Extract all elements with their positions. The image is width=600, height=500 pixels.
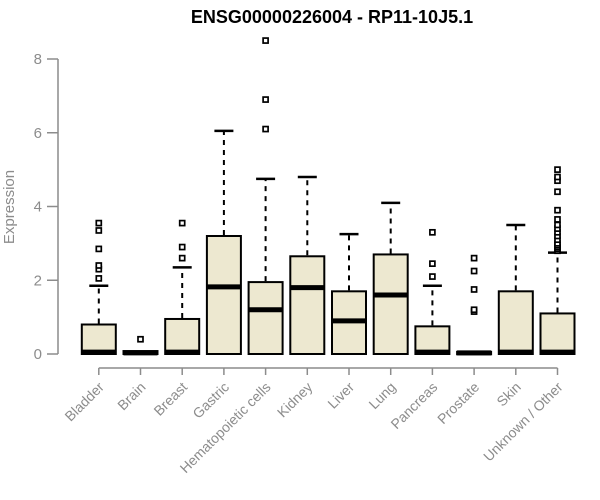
x-tick-label-kidney: Kidney bbox=[274, 379, 316, 421]
boxplot-kidney bbox=[289, 175, 326, 355]
boxplot-liver bbox=[331, 232, 367, 355]
outlier-point bbox=[554, 221, 561, 229]
x-tick-label-breast: Breast bbox=[150, 379, 190, 419]
boxplot-lung bbox=[372, 201, 409, 355]
x-tick-label-brain: Brain bbox=[114, 379, 148, 413]
outlier-point bbox=[178, 254, 186, 262]
outlier-point bbox=[95, 262, 103, 269]
outlier-point bbox=[262, 37, 269, 44]
boxplot-breast bbox=[164, 219, 201, 355]
outlier-point bbox=[554, 206, 561, 214]
boxplot-gastric bbox=[205, 129, 242, 355]
outlier-point bbox=[470, 286, 478, 293]
boxplot-skin bbox=[497, 223, 534, 355]
outlier-point bbox=[95, 245, 103, 253]
boxplot-brain bbox=[122, 335, 159, 356]
y-tick-label: 8 bbox=[34, 51, 42, 68]
outlier-point bbox=[262, 125, 269, 133]
boxplot-hematopoietic-cells bbox=[247, 37, 284, 355]
x-tick-label-prostate: Prostate bbox=[434, 379, 482, 427]
boxplot-unknown-other bbox=[539, 166, 576, 355]
outlier-point bbox=[137, 335, 144, 343]
y-tick-label: 0 bbox=[34, 346, 42, 363]
boxplot-pancreas bbox=[414, 228, 451, 355]
boxplot-prostate bbox=[456, 254, 493, 356]
box-series bbox=[80, 37, 576, 356]
outlier-point bbox=[470, 267, 478, 275]
outlier-point bbox=[470, 306, 478, 314]
x-tick-label-bladder: Bladder bbox=[61, 379, 107, 425]
outlier-point bbox=[262, 96, 269, 103]
outlier-point bbox=[554, 173, 561, 181]
iqr-box bbox=[164, 317, 201, 355]
chart-title: ENSG00000226004 - RP11-10J5.1 bbox=[191, 7, 473, 27]
outlier-point bbox=[554, 216, 561, 223]
y-tick-label: 4 bbox=[34, 199, 42, 216]
iqr-box bbox=[80, 323, 117, 355]
outlier-point bbox=[554, 166, 561, 173]
y-tick-label: 6 bbox=[34, 125, 42, 142]
y-tick-label: 2 bbox=[34, 272, 42, 289]
outlier-point bbox=[95, 275, 103, 282]
outlier-point bbox=[470, 254, 478, 262]
iqr-box bbox=[289, 255, 326, 355]
outlier-point bbox=[429, 228, 436, 236]
boxplot-bladder bbox=[80, 219, 117, 355]
iqr-box bbox=[247, 281, 284, 355]
outlier-point bbox=[429, 273, 436, 280]
x-tick-label-liver: Liver bbox=[324, 379, 357, 412]
iqr-box bbox=[539, 312, 576, 355]
x-tick-label-skin: Skin bbox=[493, 379, 524, 410]
outlier-point bbox=[95, 227, 103, 234]
outlier-point bbox=[95, 219, 103, 227]
iqr-box bbox=[414, 325, 451, 355]
iqr-box bbox=[497, 290, 534, 355]
outlier-point bbox=[554, 188, 561, 196]
iqr-box bbox=[372, 253, 409, 355]
x-tick-label-lung: Lung bbox=[365, 379, 398, 412]
y-axis-label: Expression bbox=[1, 170, 18, 244]
outlier-point bbox=[178, 243, 186, 251]
x-tick-label-unknown-other: Unknown / Other bbox=[480, 379, 566, 465]
outlier-point bbox=[429, 260, 436, 268]
iqr-box bbox=[205, 235, 242, 355]
outlier-point bbox=[178, 219, 186, 227]
